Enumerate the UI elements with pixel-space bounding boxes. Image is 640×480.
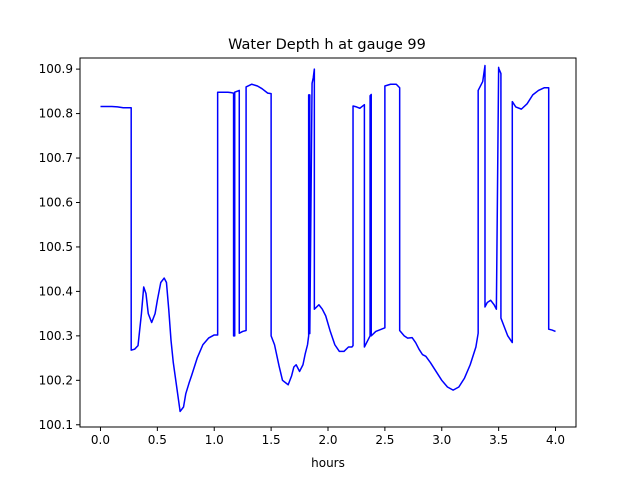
x-axis-label: hours [311,456,345,470]
x-tick-label: 2.5 [375,433,394,447]
y-tick-label: 100.1 [39,418,73,432]
chart-title: Water Depth h at gauge 99 [228,37,426,53]
x-axis: 0.0 0.5 1.0 1.5 2.0 2.5 3.0 3.5 4.0 [91,427,565,447]
y-tick-label: 100.4 [39,284,73,298]
y-tick-label: 100.5 [39,240,73,254]
x-tick-label: 1.0 [205,433,224,447]
series-line-0 [100,64,556,413]
y-tick-label: 100.6 [39,195,73,209]
x-tick-label: 3.0 [432,433,451,447]
x-tick-label: 2.0 [318,433,337,447]
x-tick-label: 4.0 [546,433,565,447]
y-tick-label: 100.2 [39,373,73,387]
x-tick-label: 0.0 [91,433,110,447]
x-tick-label: 1.5 [262,433,281,447]
y-tick-label: 100.7 [39,151,73,165]
plot-area [100,64,556,413]
y-axis: 100.1 100.2 100.3 100.4 100.5 100.6 100.7 100.8… [39,62,80,432]
y-tick-label: 100.8 [39,107,73,121]
x-tick-label: 0.5 [148,433,167,447]
x-tick-label: 3.5 [489,433,508,447]
y-tick-label: 100.9 [39,62,73,76]
y-tick-label: 100.3 [39,329,73,343]
